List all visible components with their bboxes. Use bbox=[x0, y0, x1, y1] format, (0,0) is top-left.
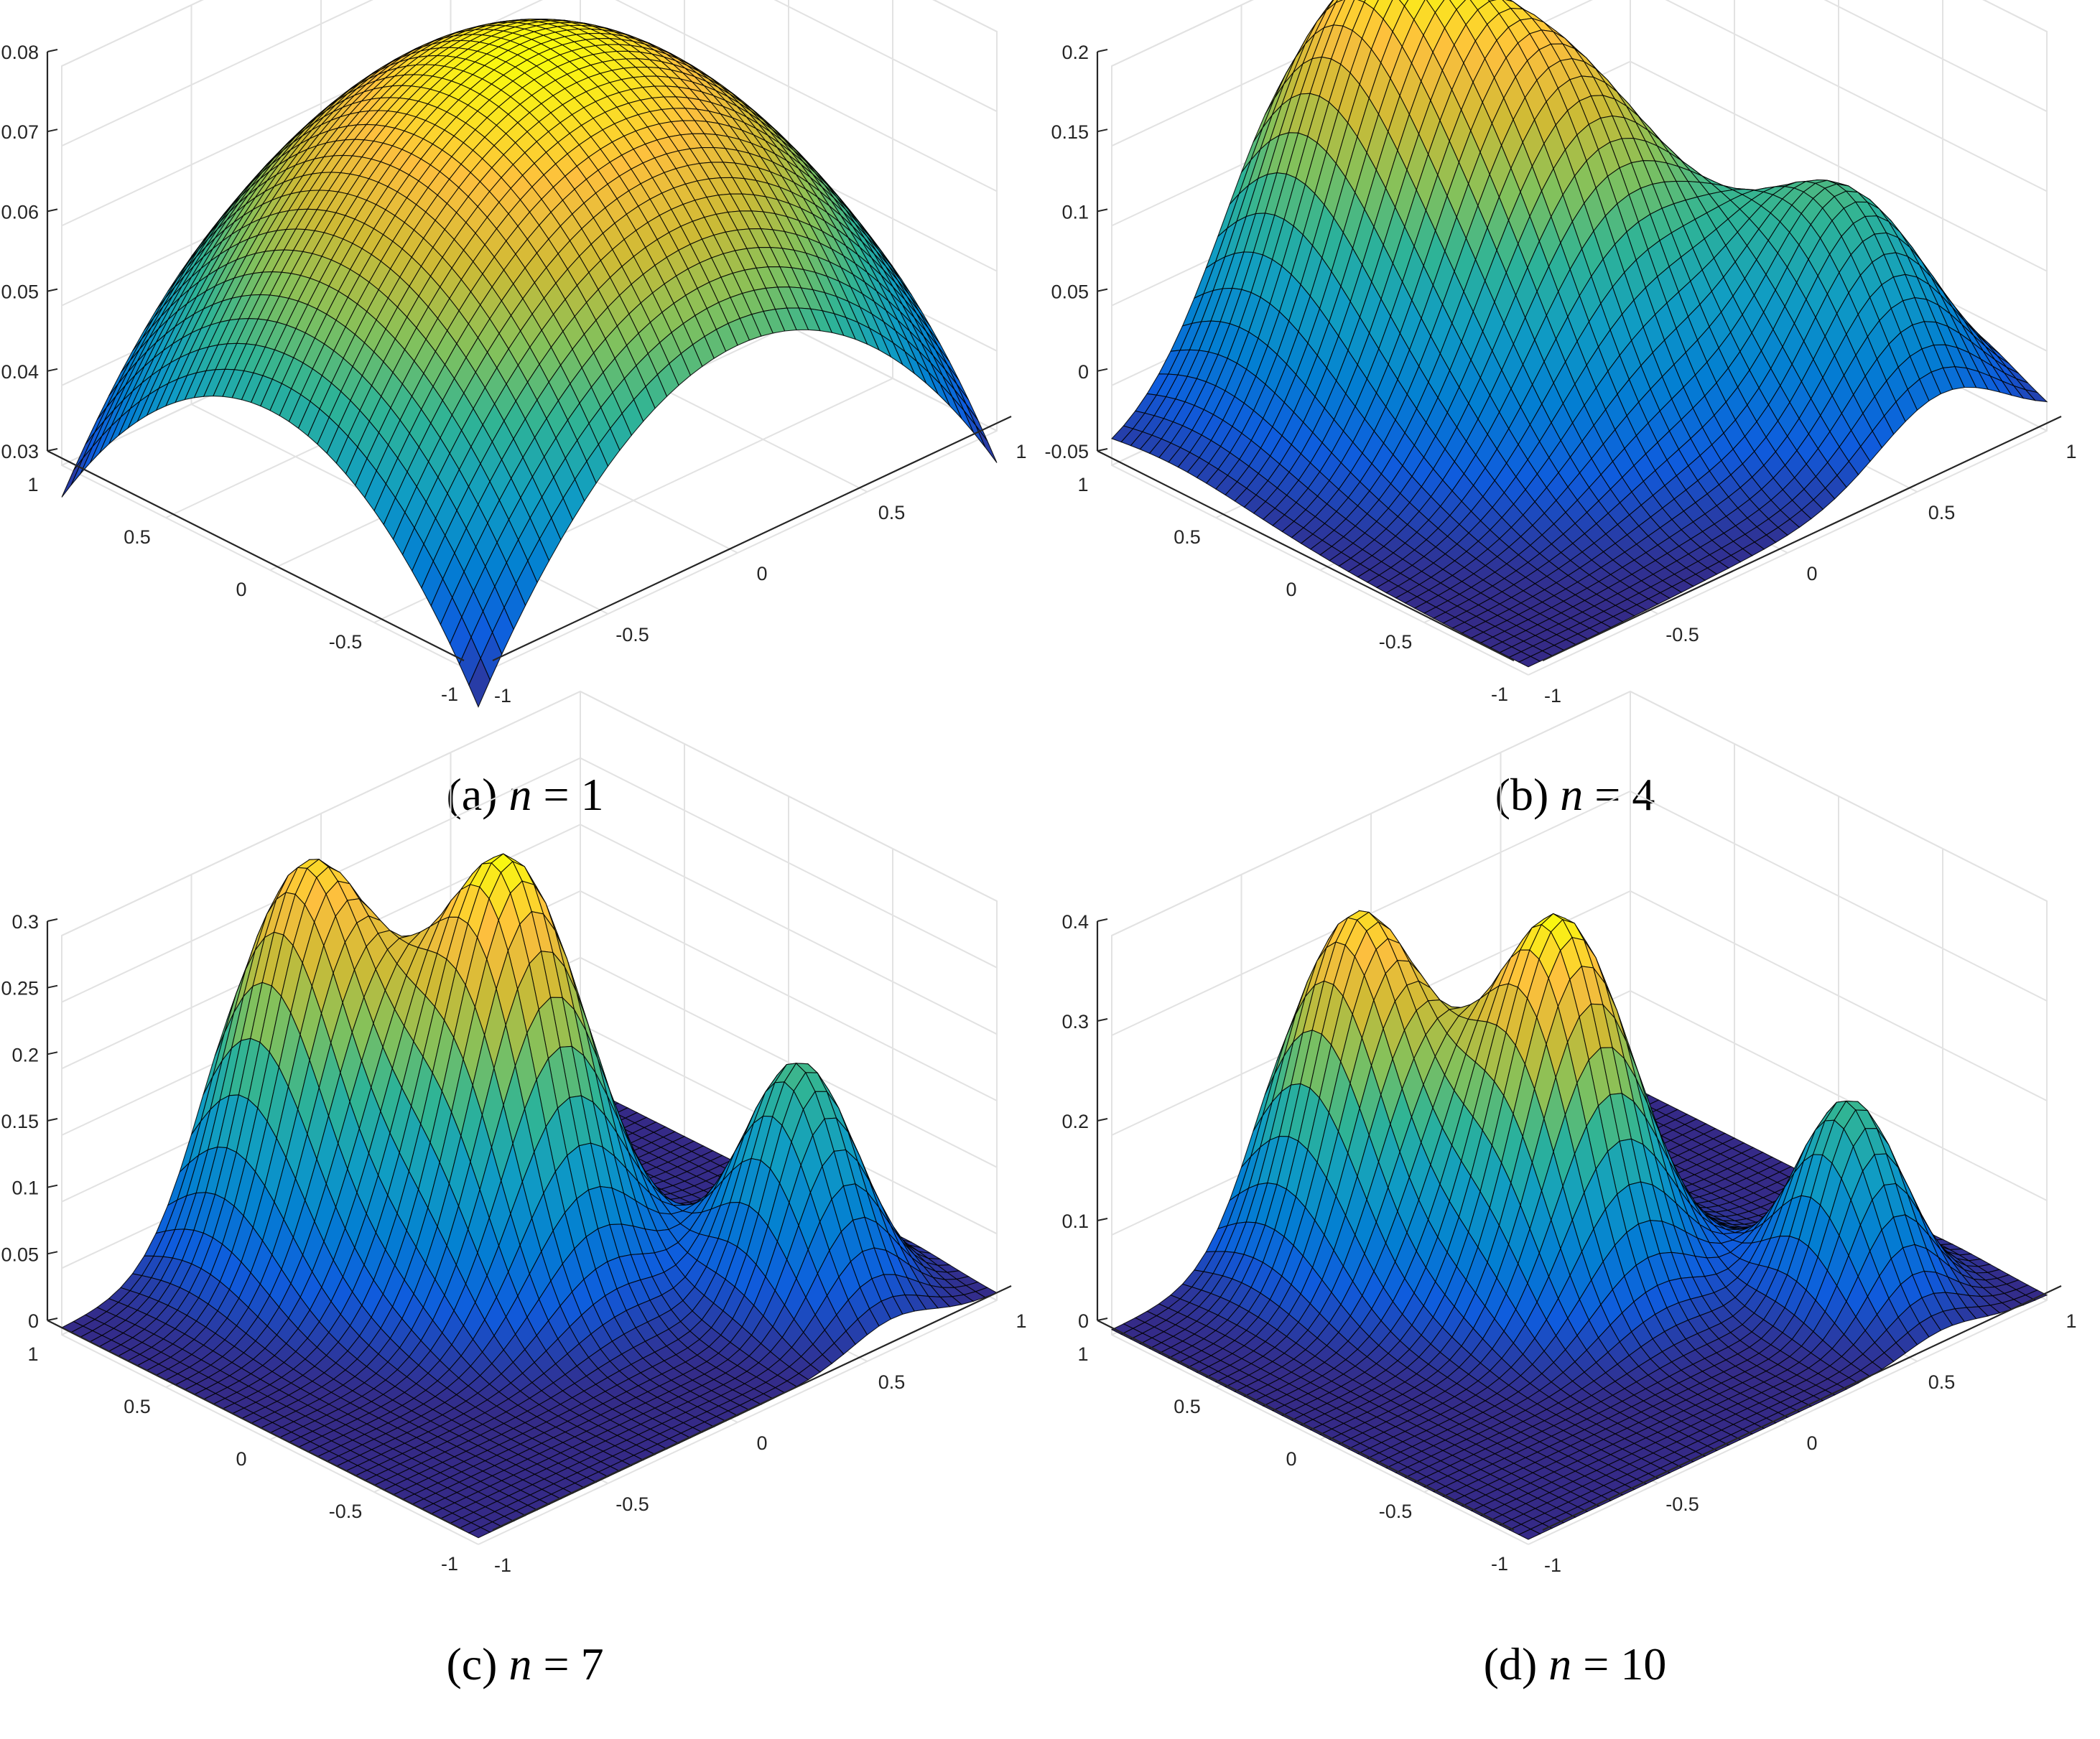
y-tick-label: -1 bbox=[441, 684, 458, 705]
z-tick-label: 0.06 bbox=[1, 201, 39, 223]
z-tick-label: 0.1 bbox=[1061, 201, 1089, 223]
x-tick-label: -1 bbox=[494, 685, 511, 707]
panel-b: -1 -0.5 0 0.5 1 -1 -0.5 0 0.5 1 -0.05 0 0.05 0.1 0.15 0… bbox=[1044, 0, 2100, 870]
z-tick-label: -0.05 bbox=[1044, 441, 1089, 462]
z-tick-label: 0.15 bbox=[1051, 121, 1089, 143]
caption-var: n bbox=[1560, 769, 1584, 820]
surface-plot-a: -1 -0.5 0 0.5 1 -1 -0.5 0 0.5 1 0.03 0.04 0.05 0.06 0.… bbox=[1, 0, 1027, 708]
y-tick-label: 1 bbox=[1077, 474, 1088, 495]
y-tick-label: 0.5 bbox=[1174, 526, 1201, 548]
panel-c: -1 -0.5 0 0.5 1 -1 -0.5 0 0.5 1 0 0.05 0.1 0.15 0.2 0.2… bbox=[0, 690, 1050, 1739]
z-tick-label: 0.07 bbox=[1, 121, 39, 143]
surface-plot-c: -1-0.500.51-1-0.500.5100.050.10.150.20.2… bbox=[1, 690, 1027, 1576]
x-tick-label: 0.5 bbox=[1928, 502, 1956, 523]
x-tick-label: -1 bbox=[1544, 685, 1561, 707]
surface-cell bbox=[975, 424, 998, 463]
y-tick-label: -0.5 bbox=[1379, 631, 1413, 653]
panel-a: -1 -0.5 0 0.5 1 -1 -0.5 0 0.5 1 0.03 0.04 0.05 0.06 0.… bbox=[0, 0, 1050, 870]
surface bbox=[61, 18, 998, 708]
x-tick-label: -0.5 bbox=[615, 624, 649, 645]
z-tick-label: 0 bbox=[1078, 361, 1089, 383]
z-tick-label: 0.03 bbox=[1, 441, 39, 462]
x-tick-label: 1 bbox=[2066, 441, 2076, 462]
caption-eq: = bbox=[543, 769, 570, 820]
surface bbox=[1111, 0, 2048, 668]
x-tick-label: -0.5 bbox=[1665, 624, 1699, 645]
y-tick-label: -0.5 bbox=[329, 631, 363, 653]
z-tick-label: 0.04 bbox=[1, 361, 39, 383]
caption-value: 1 bbox=[580, 769, 604, 820]
tick-labels: -1 -0.5 0 0.5 1 -1 -0.5 0 0.5 1 -0.05 0 0.05 0.1 0.15 0… bbox=[1044, 42, 2076, 707]
y-tick-label: 0 bbox=[236, 579, 246, 600]
tick-labels: -1 -0.5 0 0.5 1 -1 -0.5 0 0.5 1 0.03 0.04 0.05 0.06 0.… bbox=[1, 42, 1026, 707]
surface-plot-b: -1 -0.5 0 0.5 1 -1 -0.5 0 0.5 1 -0.05 0 0.05 0.1 0.15 0… bbox=[1044, 0, 2077, 707]
caption-a: (a) n = 1 bbox=[0, 768, 1050, 821]
surface bbox=[60, 853, 998, 1539]
z-tick-label: 0.05 bbox=[1051, 281, 1089, 303]
y-tick-label: 0.5 bbox=[124, 526, 151, 548]
z-tick-label: 0.05 bbox=[1, 281, 39, 303]
axes bbox=[1096, 52, 2062, 661]
caption-b: (b) n = 4 bbox=[1050, 768, 2100, 821]
z-tick-label: 0.2 bbox=[1061, 42, 1089, 63]
x-tick-label: 0 bbox=[1806, 563, 1817, 584]
z-tick-label: 0.08 bbox=[1, 42, 39, 63]
surface-cell bbox=[1398, 0, 1409, 7]
caption-var: n bbox=[508, 769, 532, 820]
x-tick-label: 0.5 bbox=[878, 502, 906, 523]
y-tick-label: 1 bbox=[27, 474, 38, 495]
caption-label: (b) bbox=[1495, 769, 1549, 820]
surface-cell bbox=[468, 657, 491, 708]
surface-cell bbox=[1518, 656, 1541, 668]
y-tick-label: -1 bbox=[1491, 684, 1508, 705]
x-tick-label: 1 bbox=[1016, 441, 1026, 462]
x-tick-label: 0 bbox=[756, 563, 767, 584]
axes bbox=[46, 52, 1012, 661]
caption-label: (a) bbox=[446, 769, 498, 820]
y-tick-label: 0 bbox=[1286, 579, 1296, 600]
caption-eq: = bbox=[1594, 769, 1621, 820]
